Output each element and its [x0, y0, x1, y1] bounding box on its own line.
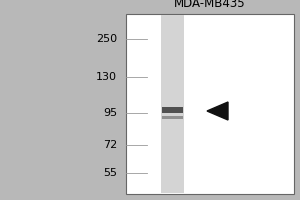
Bar: [126, 14, 294, 194]
Text: 55: 55: [103, 168, 117, 178]
Bar: [161, 15, 184, 193]
Bar: [162, 107, 183, 113]
Text: MDA-MB435: MDA-MB435: [174, 0, 246, 10]
Polygon shape: [207, 102, 228, 120]
Text: 130: 130: [96, 72, 117, 82]
Text: 95: 95: [103, 108, 117, 118]
Bar: [162, 116, 183, 119]
Text: 72: 72: [103, 140, 117, 150]
Text: 250: 250: [96, 34, 117, 44]
